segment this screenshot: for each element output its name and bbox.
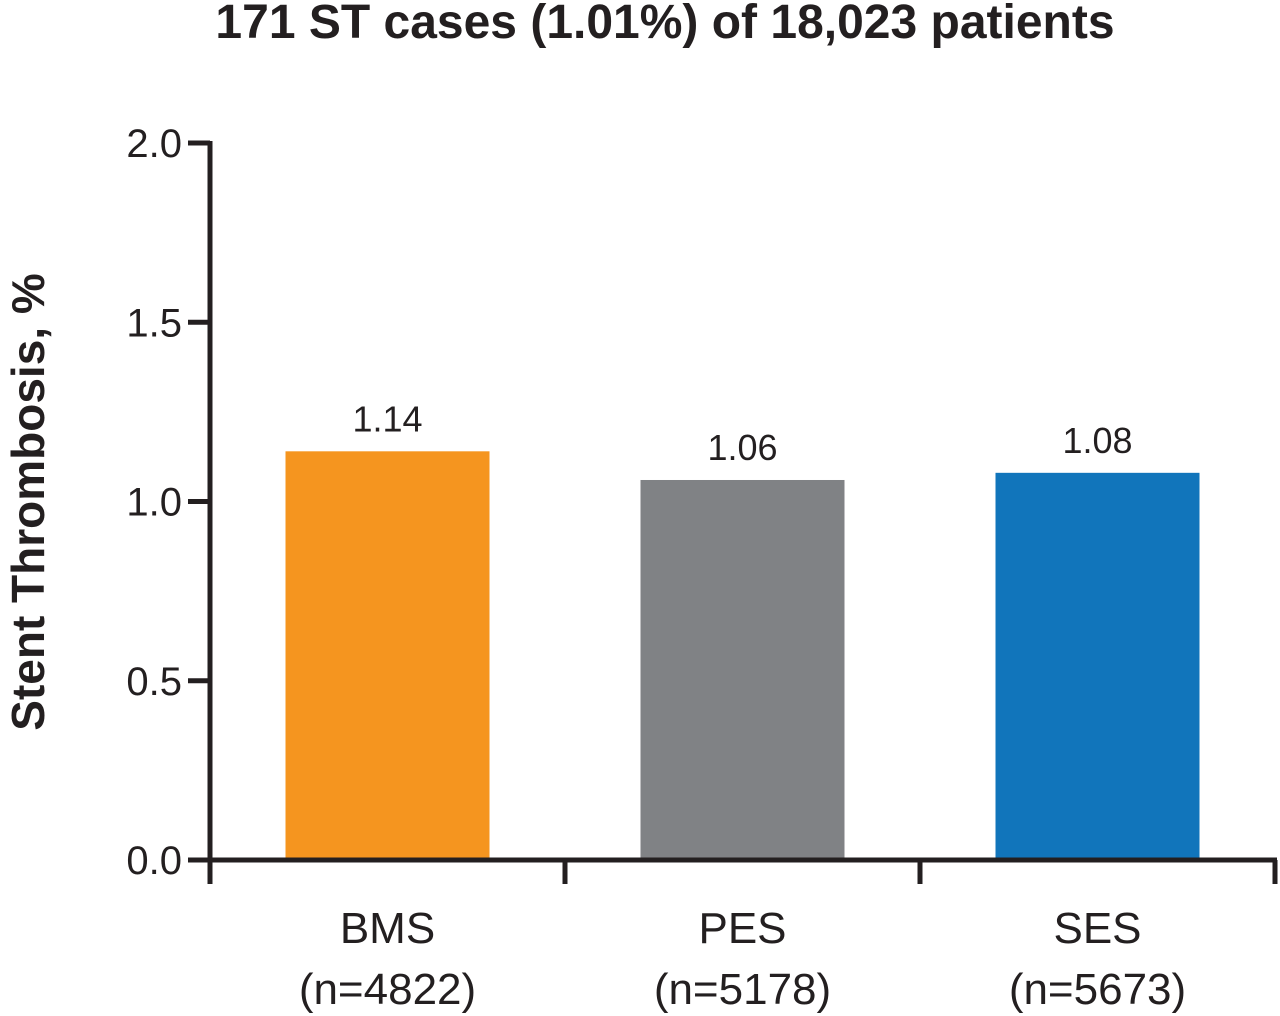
y-tick-label: 0.5 bbox=[126, 660, 182, 704]
data-label: 1.08 bbox=[1062, 420, 1132, 461]
bar-bms bbox=[285, 451, 490, 860]
x-tick-sublabel: (n=4822) bbox=[299, 965, 476, 1014]
bar-pes bbox=[640, 479, 845, 860]
y-tick-label: 0.0 bbox=[126, 839, 182, 883]
x-tick-sublabel: (n=5178) bbox=[654, 965, 831, 1014]
y-tick-label: 1.5 bbox=[126, 301, 182, 345]
data-label: 1.14 bbox=[352, 398, 422, 439]
y-axis-label: Stent Thrombosis, % bbox=[2, 273, 54, 730]
bar-ses bbox=[995, 472, 1200, 860]
chart-title: 171 ST cases (1.01%) of 18,023 patients bbox=[215, 0, 1114, 49]
y-tick-label: 2.0 bbox=[126, 122, 182, 166]
y-tick-label: 1.0 bbox=[126, 481, 182, 525]
x-tick-label: SES bbox=[1053, 904, 1141, 953]
x-tick-label: PES bbox=[698, 904, 786, 953]
data-label: 1.06 bbox=[707, 427, 777, 468]
x-tick-label: BMS bbox=[340, 904, 435, 953]
x-tick-sublabel: (n=5673) bbox=[1009, 965, 1186, 1014]
